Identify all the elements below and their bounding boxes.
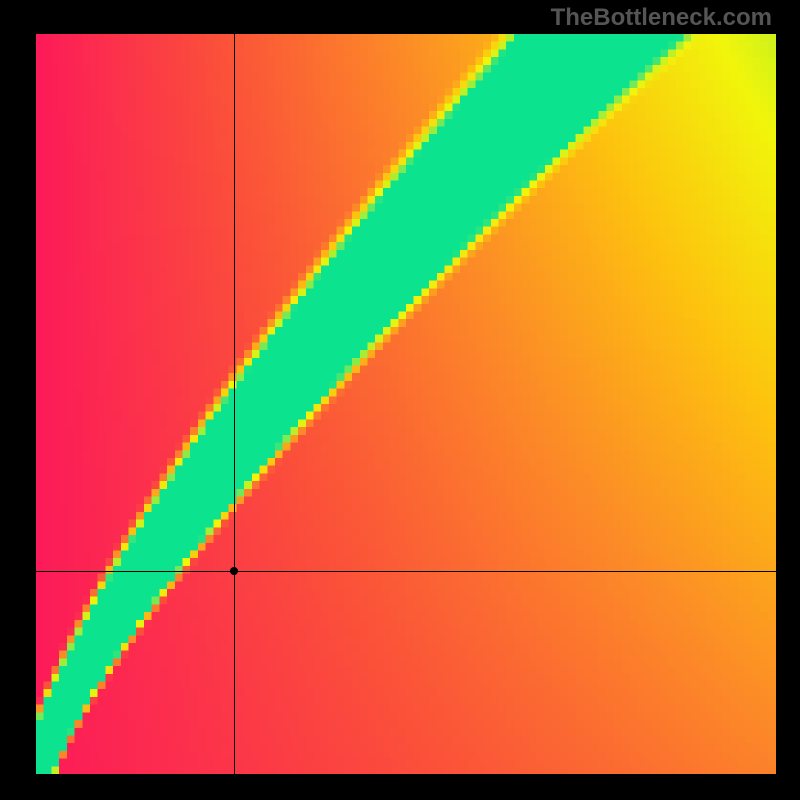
crosshair-horizontal [36,571,776,572]
watermark-text: TheBottleneck.com [551,4,772,32]
marker-point [230,567,238,575]
chart-container: TheBottleneck.com [0,0,800,800]
crosshair-vertical [234,34,235,774]
heatmap-plot [36,34,776,774]
heatmap-canvas [36,34,776,774]
